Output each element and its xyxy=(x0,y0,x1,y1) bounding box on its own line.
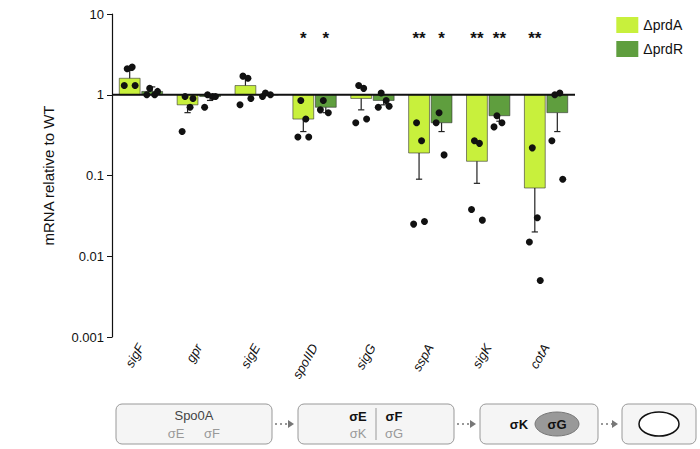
svg-text:σG: σG xyxy=(547,417,566,432)
svg-text:spoIID: spoIID xyxy=(289,341,321,381)
svg-text:**: ** xyxy=(470,29,484,48)
svg-text:*: * xyxy=(438,29,445,48)
svg-text:sspA: sspA xyxy=(409,341,436,374)
svg-text:10: 10 xyxy=(90,7,104,22)
svg-text:σF: σF xyxy=(204,426,220,441)
svg-text:gpr: gpr xyxy=(183,341,206,365)
svg-text:Spo0A: Spo0A xyxy=(174,408,213,423)
svg-text:sigF: sigF xyxy=(122,340,148,370)
svg-text:σG: σG xyxy=(385,426,403,441)
svg-text:ΔprdR: ΔprdR xyxy=(643,41,683,57)
svg-text:σK: σK xyxy=(510,417,529,432)
svg-text:**: ** xyxy=(528,29,542,48)
svg-text:1: 1 xyxy=(97,87,104,102)
svg-text:0.1: 0.1 xyxy=(86,168,104,183)
svg-text:mRNA relative to WT: mRNA relative to WT xyxy=(40,105,57,245)
svg-text:0.001: 0.001 xyxy=(71,330,104,345)
svg-text:cotA: cotA xyxy=(527,341,553,371)
svg-text:**: ** xyxy=(493,29,507,48)
svg-text:sigE: sigE xyxy=(238,341,264,371)
svg-text:sigG: sigG xyxy=(353,341,379,372)
svg-text:**: ** xyxy=(412,29,426,48)
svg-text:ΔprdA: ΔprdA xyxy=(643,17,683,33)
svg-text:σF: σF xyxy=(386,409,403,424)
svg-text:*: * xyxy=(323,29,330,48)
svg-text:σK: σK xyxy=(350,426,367,441)
svg-text:0.01: 0.01 xyxy=(79,249,104,264)
svg-text:sigK: sigK xyxy=(469,340,495,371)
svg-text:σE: σE xyxy=(168,426,185,441)
svg-text:*: * xyxy=(300,29,307,48)
svg-text:σE: σE xyxy=(349,409,367,424)
